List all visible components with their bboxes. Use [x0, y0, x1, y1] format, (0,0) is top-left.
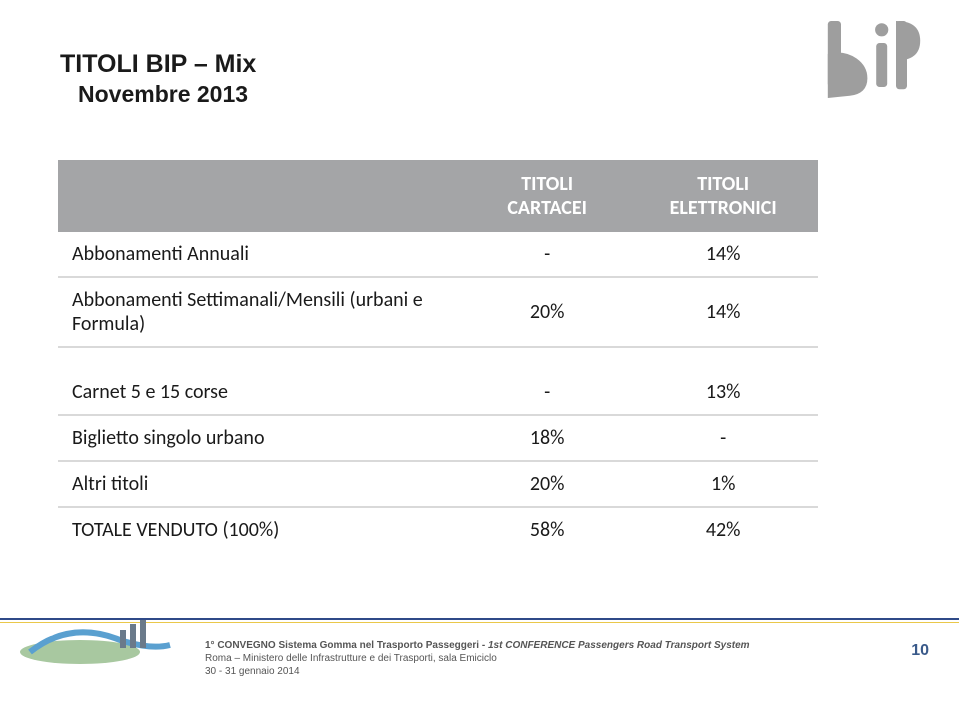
row-val1: -	[466, 370, 628, 415]
slide-title: TITOLI BIP – Mix	[60, 50, 256, 79]
row-val1: 20%	[466, 461, 628, 507]
table-row: Biglietto singolo urbano 18% -	[58, 415, 818, 461]
row-label: Altri titoli	[58, 461, 466, 507]
table-header-col2: TITOLI ELETTRONICI	[628, 160, 818, 232]
footer-text: 1° CONVEGNO Sistema Gomma nel Trasporto …	[205, 639, 750, 678]
footer-line3: 30 - 31 gennaio 2014	[205, 666, 300, 677]
row-val2: 13%	[628, 370, 818, 415]
row-val2: 14%	[628, 232, 818, 277]
table-header-blank	[58, 160, 466, 232]
row-val1: 18%	[466, 415, 628, 461]
page-number: 10	[911, 642, 929, 660]
row-label: Biglietto singolo urbano	[58, 415, 466, 461]
table-row: Abbonamenti Annuali - 14%	[58, 232, 818, 277]
table-row: Abbonamenti Settimanali/Mensili (urbani …	[58, 277, 818, 347]
footer-line1b: 1st CONFERENCE Passengers Road Transport…	[488, 640, 750, 651]
footer-line1a: 1° CONVEGNO Sistema Gomma nel Trasporto …	[205, 640, 488, 651]
row-val1: -	[466, 232, 628, 277]
row-val2: 14%	[628, 277, 818, 347]
row-val1: 20%	[466, 277, 628, 347]
title-block: TITOLI BIP – Mix Novembre 2013	[60, 50, 256, 108]
row-label: Abbonamenti Annuali	[58, 232, 466, 277]
slide: TITOLI BIP – Mix Novembre 2013 TITOLI CA…	[0, 0, 959, 708]
footer-graphic-icon	[10, 600, 190, 670]
bip-logo-icon	[819, 10, 929, 120]
row-val2: 42%	[628, 507, 818, 552]
table-header-row: TITOLI CARTACEI TITOLI ELETTRONICI	[58, 160, 818, 232]
footer-line2: Roma – Ministero delle Infrastrutture e …	[205, 653, 497, 664]
row-val2: -	[628, 415, 818, 461]
slide-subtitle: Novembre 2013	[78, 81, 256, 108]
table-gap-row	[58, 347, 818, 370]
row-label: Abbonamenti Settimanali/Mensili (urbani …	[58, 277, 466, 347]
row-val1: 58%	[466, 507, 628, 552]
table-row: Altri titoli 20% 1%	[58, 461, 818, 507]
table-total-row: TOTALE VENDUTO (100%) 58% 42%	[58, 507, 818, 552]
table-trailing-row	[58, 552, 818, 572]
data-table: TITOLI CARTACEI TITOLI ELETTRONICI Abbon…	[58, 160, 818, 572]
table-row: Carnet 5 e 15 corse - 13%	[58, 370, 818, 415]
row-label: TOTALE VENDUTO (100%)	[58, 507, 466, 552]
table-header-col1: TITOLI CARTACEI	[466, 160, 628, 232]
row-val2: 1%	[628, 461, 818, 507]
row-label: Carnet 5 e 15 corse	[58, 370, 466, 415]
